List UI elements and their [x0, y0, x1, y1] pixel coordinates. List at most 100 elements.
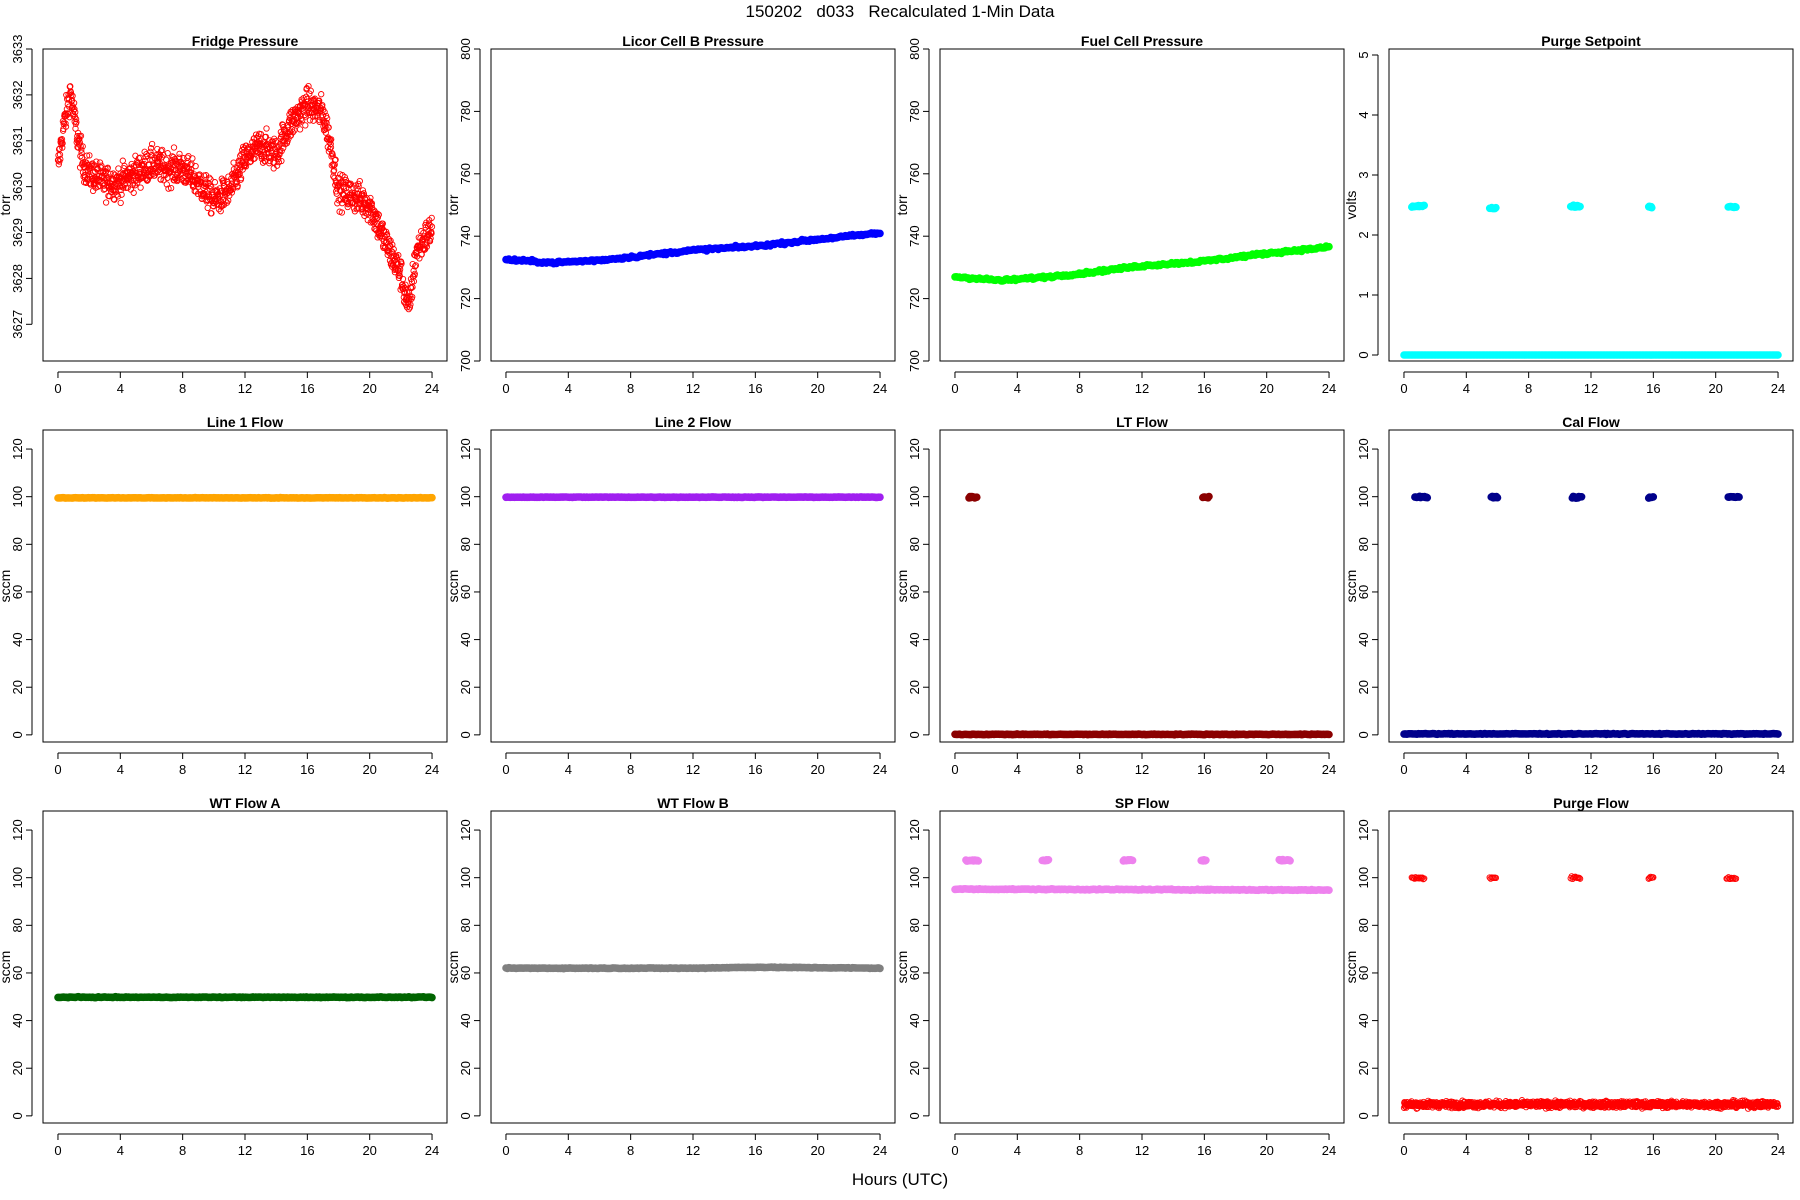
data-point [72, 115, 80, 123]
data-point [377, 221, 385, 228]
data-point [344, 203, 351, 211]
x-tick-label: 24 [425, 381, 439, 396]
data-point [259, 140, 266, 148]
y-tick-label: 120 [10, 819, 25, 841]
data-point [316, 97, 323, 104]
x-tick-label: 12 [238, 381, 252, 396]
panel-title: Fridge Pressure [192, 33, 299, 49]
data-point [1325, 242, 1333, 251]
data-point [98, 162, 105, 169]
y-tick-label: 80 [10, 537, 25, 551]
data-point [71, 105, 78, 113]
burst-point [1649, 493, 1658, 501]
data-point [208, 183, 215, 191]
burst-point [1732, 203, 1740, 211]
x-tick-label: 0 [502, 381, 509, 396]
panel-title: WT Flow B [657, 795, 729, 811]
series-sp-flow [951, 855, 1333, 895]
x-tick-label: 8 [627, 762, 634, 777]
y-tick-label: 760 [458, 163, 473, 185]
x-tick-label: 24 [1771, 762, 1785, 777]
data-point [278, 147, 285, 155]
data-point [103, 175, 111, 182]
data-point [375, 211, 382, 218]
data-point [206, 185, 213, 192]
panel-title: Purge Setpoint [1541, 33, 1641, 49]
series-line-2-flow [502, 493, 884, 502]
data-point [368, 200, 376, 207]
x-tick-label: 12 [686, 381, 700, 396]
x-tick-label: 16 [300, 1143, 314, 1158]
panel-title: Line 1 Flow [207, 414, 283, 430]
x-tick-label: 4 [1014, 762, 1021, 777]
data-point [409, 293, 416, 301]
data-point [137, 184, 144, 191]
y-tick-label: 80 [10, 918, 25, 932]
y-tick-label: 740 [458, 225, 473, 247]
plot-frame [939, 429, 1345, 743]
y-tick-label: 80 [458, 537, 473, 551]
data-point [154, 168, 161, 175]
data-point [402, 281, 409, 288]
data-point [77, 132, 85, 140]
data-point [101, 174, 108, 181]
panel-title: LT Flow [1116, 414, 1168, 430]
plot-frame [42, 810, 448, 1124]
y-tick-label: 0 [907, 1112, 922, 1119]
data-point [389, 241, 396, 248]
panel-title: Fuel Cell Pressure [1081, 33, 1203, 49]
x-tick-label: 24 [425, 762, 439, 777]
x-tick-label: 0 [1400, 381, 1407, 396]
data-point [328, 136, 335, 143]
data-point [87, 181, 95, 188]
data-point [58, 136, 66, 143]
data-point [155, 158, 162, 165]
data-point [374, 214, 382, 221]
y-axis-label: torr [0, 194, 13, 215]
plot-frame [42, 429, 448, 743]
data-point [234, 182, 241, 189]
x-tick-label: 24 [1322, 762, 1336, 777]
data-point [1325, 886, 1333, 895]
y-tick-label: 760 [907, 163, 922, 185]
data-point [387, 237, 394, 244]
data-point [412, 262, 420, 269]
x-tick-label: 12 [1135, 381, 1149, 396]
data-point [147, 148, 154, 155]
data-point [410, 267, 417, 275]
data-point [57, 156, 64, 163]
data-point [76, 139, 83, 146]
y-axis-label: sccm [445, 570, 461, 603]
y-tick-label: 120 [1356, 819, 1371, 841]
x-tick-label: 20 [810, 381, 824, 396]
data-point [196, 171, 203, 178]
x-tick-label: 16 [1646, 762, 1660, 777]
x-tick-label: 16 [1646, 1143, 1660, 1158]
x-tick-label: 4 [117, 762, 124, 777]
series-cal-flow [1400, 492, 1782, 739]
data-point [69, 92, 76, 100]
data-point [130, 189, 137, 196]
y-tick-label: 100 [10, 867, 25, 889]
data-point [318, 91, 325, 98]
series-lt-flow [951, 492, 1333, 739]
y-tick-label: 20 [10, 1061, 25, 1075]
data-point [428, 993, 436, 1002]
burst-point [1202, 856, 1210, 865]
data-point [293, 119, 301, 127]
data-point [427, 222, 434, 229]
data-point [340, 185, 348, 192]
data-point [86, 152, 93, 159]
data-point [208, 210, 215, 217]
series-fridge-pressure [54, 82, 436, 313]
data-point [1774, 730, 1782, 738]
data-point [307, 87, 314, 94]
data-point [302, 122, 309, 129]
x-tick-label: 4 [117, 381, 124, 396]
data-point [67, 89, 75, 96]
data-point [321, 108, 328, 116]
data-point [114, 193, 122, 200]
